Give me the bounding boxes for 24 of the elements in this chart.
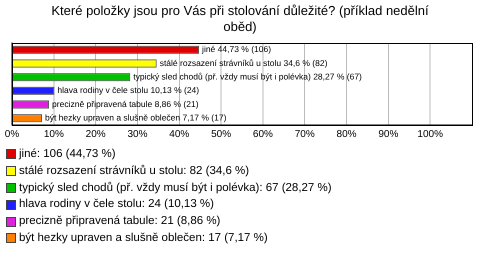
x-tick-label: 30%	[127, 128, 148, 140]
legend-label: typický sled chodů (př. vždy musí být i polévka): 67 (28,27 %)	[19, 180, 332, 196]
x-tick-label: 50%	[211, 128, 232, 140]
x-tick-label: 0%	[4, 128, 20, 140]
x-tick-label: 70%	[294, 128, 315, 140]
data-label: jiné 44,73 % (106)	[201, 44, 272, 54]
data-label: typický sled chodů (př. vždy musí být i polévka) 28,27 % (67)	[133, 72, 362, 82]
x-tick-label: 20%	[86, 128, 106, 140]
legend-label: hlava rodiny v čele stolu: 24 (10,13 %)	[19, 197, 214, 212]
data-label: precizně připravená tabule 8,86 % (21)	[52, 98, 199, 109]
x-tick-label: 80%	[336, 128, 357, 140]
data-label: hlava rodiny v čele stolu 10,13 % (24)	[57, 85, 200, 96]
legend-label: precizně připravená tabule: 21 (8,86 %)	[19, 214, 220, 230]
legend-label: stálé rozsazení strávníků u stolu: 82 (34,6 %)	[19, 164, 250, 179]
legend-label: jiné: 106 (44,73 %)	[19, 147, 116, 162]
legend-label: být hezky upraven a slušně oblečen: 17 (7,17 %)	[19, 230, 268, 246]
x-tick-label: 10%	[44, 128, 64, 140]
x-tick-label: 40%	[169, 128, 190, 140]
x-tick-label: 100%	[417, 128, 444, 140]
chart-title: Které položky jsou pro Vás při stolování důležité? (příklad nedělní oběd)	[50, 2, 430, 36]
data-label: být hezky upraven a slušně oblečen 7,17 % (17)	[44, 112, 227, 123]
x-tick-label: 60%	[252, 128, 274, 140]
data-label: stálé rozsazení strávníků u stolu 34,6 % (82)	[160, 58, 328, 68]
x-tick-label: 90%	[378, 128, 398, 140]
